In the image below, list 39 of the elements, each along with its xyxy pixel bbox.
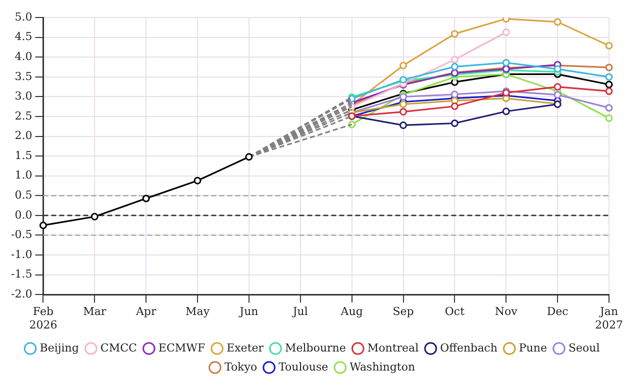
legend-label: ECMWF xyxy=(158,341,206,354)
x-tick-label: Oct xyxy=(444,305,466,318)
legend-label: Washington xyxy=(350,360,416,374)
x-tick-label: Apr xyxy=(134,305,157,318)
legend-label: Seoul xyxy=(568,341,600,354)
x-tick-label: Dec xyxy=(546,305,568,318)
y-tick-label: -1.5 xyxy=(10,268,32,281)
legend-label: Exeter xyxy=(226,341,264,354)
y-tick-label: 4.0 xyxy=(14,50,32,64)
y-tick-label: 3.5 xyxy=(14,70,32,83)
y-tick-label: 0.0 xyxy=(14,208,32,222)
legend-label: Toulouse xyxy=(278,360,328,374)
y-tick-label: 1.0 xyxy=(14,168,32,182)
x-tick-label: Jun xyxy=(238,305,258,318)
x-tick-label: Mar xyxy=(83,305,107,318)
x-tick-label: Jul xyxy=(292,305,308,318)
x-tick-label: Sep xyxy=(392,305,414,318)
y-tick-label: 2.5 xyxy=(14,109,32,122)
x-tick-label: Aug xyxy=(340,305,363,318)
x-tick-label: May xyxy=(185,305,210,318)
legend-label: Pune xyxy=(518,341,547,354)
y-tick-label: 5.0 xyxy=(14,10,32,24)
y-tick-label: -2.0 xyxy=(10,287,32,300)
x-tick-label: Feb 2026 xyxy=(29,305,58,332)
y-tick-label: 0.5 xyxy=(14,188,32,202)
legend-label: CMCC xyxy=(100,341,137,354)
y-tick-label: 2.0 xyxy=(14,129,32,142)
x-tick-label: Nov xyxy=(494,305,518,318)
y-tick-label: -1.0 xyxy=(10,248,32,261)
legend-label: Montreal xyxy=(367,341,420,354)
legend-label: Tokyo xyxy=(224,360,258,374)
legend-label: Melbourne xyxy=(285,341,346,354)
legend-label: Beijing xyxy=(40,341,79,354)
y-tick-label: 3.0 xyxy=(14,90,32,103)
y-tick-label: 4.5 xyxy=(14,30,32,44)
legend-label: Offenbach xyxy=(440,341,498,354)
y-tick-label: 1.5 xyxy=(14,148,32,162)
y-tick-label: -0.5 xyxy=(10,228,32,242)
x-tick-label: Jan 2027 xyxy=(595,305,624,332)
